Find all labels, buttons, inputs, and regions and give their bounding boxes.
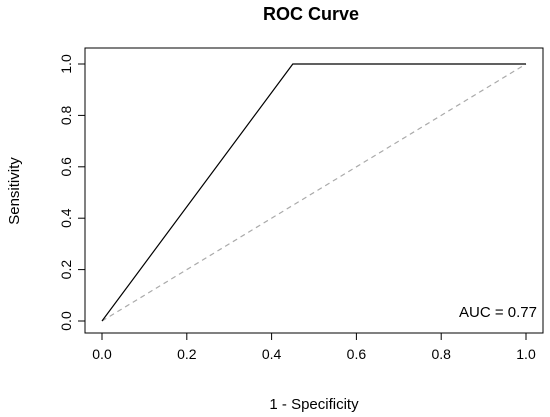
reference-diagonal-line <box>101 63 527 322</box>
x-axis-label: 1 - Specificity <box>269 396 359 413</box>
y-tick-label: 0.4 <box>58 208 74 228</box>
plot-frame <box>84 47 544 334</box>
x-tick-label: 1.0 <box>516 346 536 362</box>
x-tick-label: 0.2 <box>177 346 197 362</box>
series-layer <box>101 63 527 322</box>
x-tick-label: 0.6 <box>347 346 367 362</box>
y-tick-label: 0.2 <box>58 260 74 280</box>
y-tick-label: 0.0 <box>58 311 74 331</box>
y-tick-label: 0.8 <box>58 105 74 125</box>
roc-curve-line <box>101 63 526 322</box>
y-axis: 0.0 0.2 0.4 0.6 0.8 1.0 <box>58 54 86 331</box>
y-tick-label: 0.6 <box>58 157 74 177</box>
chart-title: ROC Curve <box>263 4 359 24</box>
x-tick-label: 0.4 <box>262 346 282 362</box>
y-tick-label: 1.0 <box>58 54 74 74</box>
auc-annotation: AUC = 0.77 <box>459 304 537 321</box>
x-tick-label: 0.8 <box>431 346 451 362</box>
x-tick-label: 0.0 <box>92 346 112 362</box>
x-axis: 0.0 0.2 0.4 0.6 0.8 1.0 <box>92 332 536 362</box>
y-axis-label: Sensitivity <box>6 157 23 225</box>
